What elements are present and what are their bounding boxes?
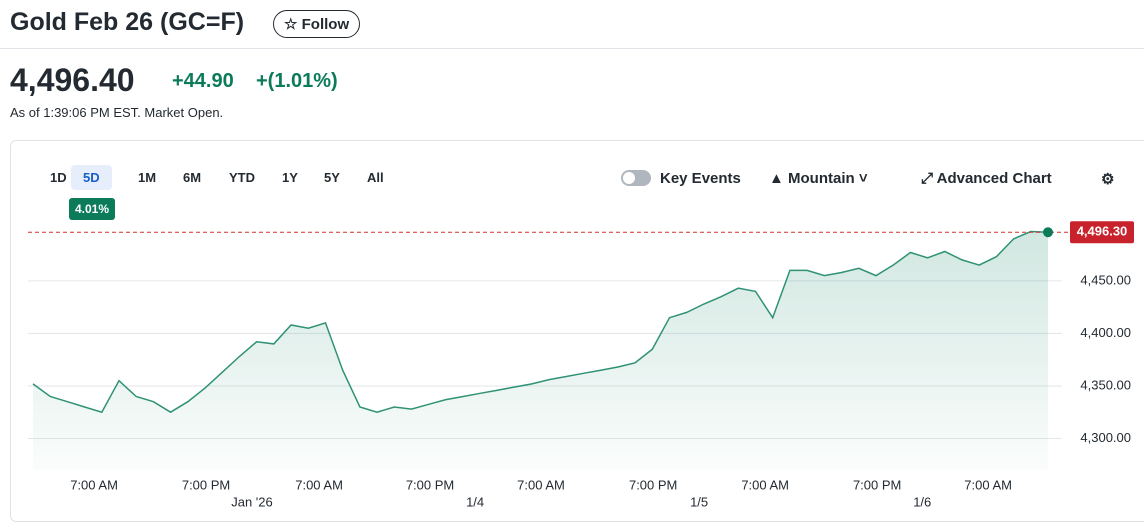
date-label: 1/4: [466, 494, 484, 509]
range-button[interactable]: 1D: [50, 170, 67, 185]
last-price-badge: [1070, 221, 1134, 244]
last-point: [1043, 227, 1053, 238]
range-button[interactable]: All: [367, 170, 384, 185]
mountain-select[interactable]: ▲ Mountain ˅: [769, 170, 868, 187]
date-label: 1/6: [913, 494, 931, 509]
range-button[interactable]: 5Y: [324, 170, 340, 185]
x-tick-label: 7:00 PM: [182, 477, 230, 492]
x-tick-label: 7:00 PM: [853, 477, 901, 492]
key-events-toggle[interactable]: Key Events: [621, 170, 741, 187]
range-button[interactable]: 1Y: [282, 170, 298, 185]
key-events-label: Key Events: [660, 170, 741, 187]
mountain-label: Mountain: [788, 170, 855, 187]
change-percent: +(1.01%): [256, 70, 338, 92]
x-tick-label: 7:00 PM: [629, 477, 677, 492]
date-label: Jan '26: [231, 494, 273, 509]
price: 4,496.40: [10, 62, 135, 98]
last-price-label: 4,496.30: [1077, 224, 1128, 239]
range-button[interactable]: YTD: [229, 170, 255, 185]
x-tick-label: 7:00 PM: [406, 477, 454, 492]
title: Gold Feb 26 (GC=F): [10, 8, 245, 36]
divider: [0, 48, 1144, 49]
advanced-label: Advanced Chart: [936, 170, 1052, 187]
range-button[interactable]: 1M: [138, 170, 157, 185]
date-label: 1/5: [690, 494, 708, 509]
x-tick-label: 7:00 AM: [741, 477, 789, 492]
y-tick-label: 4,300.00: [1080, 430, 1131, 445]
y-tick-label: 4,350.00: [1080, 377, 1131, 392]
settings[interactable]: ⚙: [1101, 171, 1115, 188]
y-tick-label: 4,450.00: [1080, 272, 1131, 287]
x-tick-label: 7:00 AM: [964, 477, 1012, 492]
line: [32, 230, 1049, 414]
x-tick-label: 7:00 AM: [70, 477, 118, 492]
as-of: As of 1:39:06 PM EST. Market Open.: [10, 105, 224, 120]
range-button[interactable]: 5D: [71, 165, 112, 190]
advanced-chart[interactable]: ⤢ Advanced Chart: [921, 170, 1052, 187]
x-tick-label: 7:00 AM: [295, 477, 343, 492]
x-tick-label: 7:00 AM: [517, 477, 565, 492]
change: +44.90: [172, 70, 234, 92]
follow-label: Follow: [301, 16, 350, 33]
follow-button[interactable]: ☆ Follow: [273, 10, 361, 38]
area: [33, 231, 1048, 470]
range-badge: 4.01%: [69, 198, 116, 220]
range-button[interactable]: 6M: [183, 170, 202, 185]
y-tick-label: 4,400.00: [1080, 325, 1131, 340]
